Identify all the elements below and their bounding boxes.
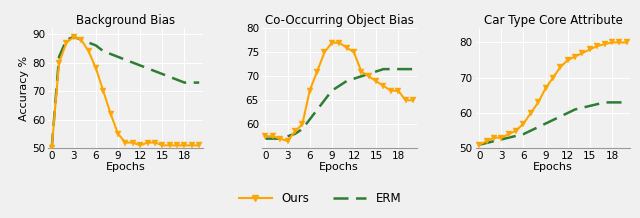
Title: Co-Occurring Object Bias: Co-Occurring Object Bias bbox=[265, 14, 413, 27]
Y-axis label: Accuracy %: Accuracy % bbox=[19, 56, 29, 121]
X-axis label: Epochs: Epochs bbox=[319, 162, 359, 172]
X-axis label: Epochs: Epochs bbox=[106, 162, 145, 172]
Title: Background Bias: Background Bias bbox=[76, 14, 175, 27]
Legend: Ours, ERM: Ours, ERM bbox=[234, 187, 406, 210]
Title: Car Type Core Attribute: Car Type Core Attribute bbox=[483, 14, 622, 27]
X-axis label: Epochs: Epochs bbox=[533, 162, 573, 172]
